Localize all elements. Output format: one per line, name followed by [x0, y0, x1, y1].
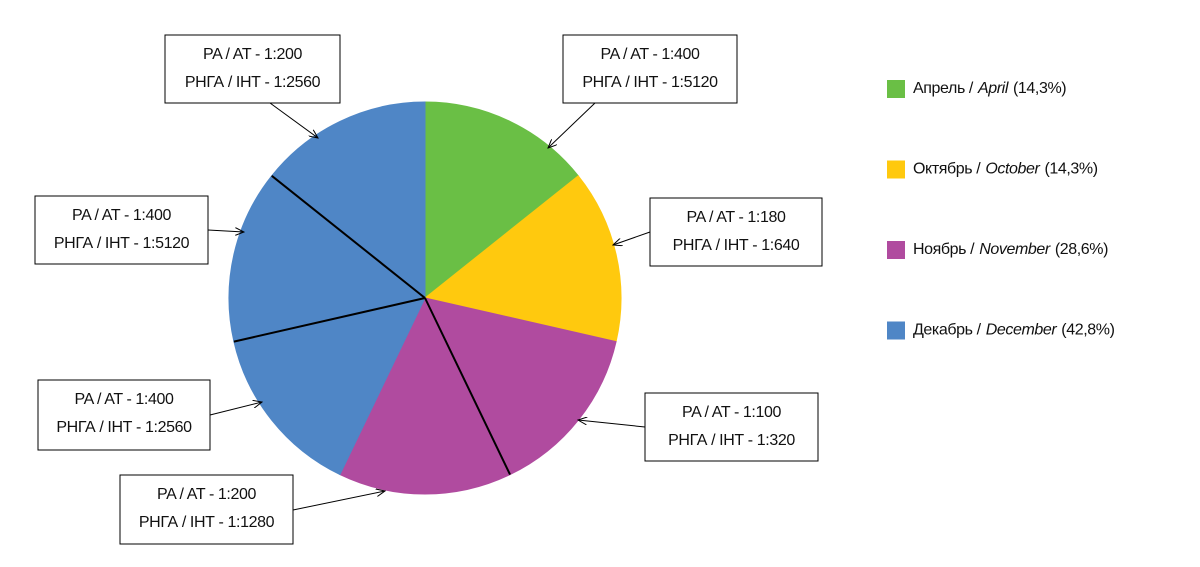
annotation-arrow — [613, 231, 651, 245]
legend-swatch — [887, 321, 905, 340]
annotation-text: PA / AT - 1:100 — [682, 404, 781, 421]
annotation-arrow — [207, 230, 244, 232]
annotation-arrow — [578, 420, 646, 428]
annotation-box — [37, 379, 211, 451]
legend-name-en: April — [977, 80, 1009, 97]
legend-name-en: October — [985, 161, 1040, 178]
annotation-box — [119, 474, 294, 545]
annotation-text: PA / AT - 1:400 — [72, 207, 171, 224]
annotation-text: РНГА / ІНТ - 1:5120 — [54, 235, 190, 252]
annotation-arrow — [209, 402, 262, 416]
legend-label: Декабрь / December (42,8%) — [913, 322, 1115, 339]
legend-swatch — [887, 80, 905, 98]
slice-divider — [271, 175, 426, 299]
legend-swatch — [887, 160, 905, 179]
legend-value: (28,6%) — [1055, 241, 1108, 258]
legend-value: (42,8%) — [1061, 322, 1114, 339]
legend-name-en: December — [986, 322, 1058, 339]
annotation-text: PA / AT - 1:400 — [601, 46, 700, 63]
pie-slice — [423, 175, 622, 343]
annotation-text: РНГА / ІНТ - 1:320 — [668, 432, 795, 449]
slice-divider — [233, 297, 426, 343]
legend-name: Декабрь / — [913, 322, 982, 339]
annotation-text: РНГА / ІНТ - 1:640 — [673, 237, 800, 254]
slice-divider — [424, 297, 511, 476]
annotation-box — [562, 34, 738, 104]
pie-slice — [233, 297, 426, 476]
legend-name: Апрель / — [913, 80, 974, 97]
annotation-box — [164, 34, 341, 104]
annotation-text: PA / AT - 1:200 — [157, 486, 256, 503]
annotation-box — [649, 197, 823, 267]
annotation-text: РНГА / ІНТ - 1:5120 — [582, 74, 718, 91]
pie-slice — [228, 175, 427, 343]
legend-label: Апрель / April (14,3%) — [913, 80, 1066, 97]
annotation-arrow — [292, 491, 385, 511]
annotation-box — [34, 195, 209, 265]
annotation-text: PA / AT - 1:180 — [687, 209, 786, 226]
legend-name: Октябрь / — [913, 161, 981, 178]
pie-slice — [424, 101, 579, 300]
legend-swatch — [887, 241, 905, 259]
pie-slice — [271, 101, 426, 300]
annotation-arrow — [548, 102, 596, 148]
legend-name: Ноябрь / — [913, 241, 975, 258]
annotation-box — [644, 392, 819, 462]
annotation-text: РНГА / ІНТ - 1:2560 — [185, 74, 321, 91]
annotation-text: PA / AT - 1:400 — [75, 391, 174, 408]
annotation-text: РНГА / ІНТ - 1:1280 — [139, 514, 275, 531]
legend-label: Октябрь / October (14,3%) — [913, 161, 1098, 178]
legend-value: (14,3%) — [1044, 161, 1097, 178]
annotation-arrow — [269, 102, 318, 138]
annotation-text: РНГА / ІНТ - 1:2560 — [56, 419, 192, 436]
annotation-text: PA / AT - 1:200 — [203, 46, 302, 63]
pie-slice — [339, 296, 511, 495]
legend-label: Ноябрь / November (28,6%) — [913, 241, 1108, 258]
legend-name-en: November — [979, 241, 1051, 258]
legend-value: (14,3%) — [1013, 80, 1066, 97]
